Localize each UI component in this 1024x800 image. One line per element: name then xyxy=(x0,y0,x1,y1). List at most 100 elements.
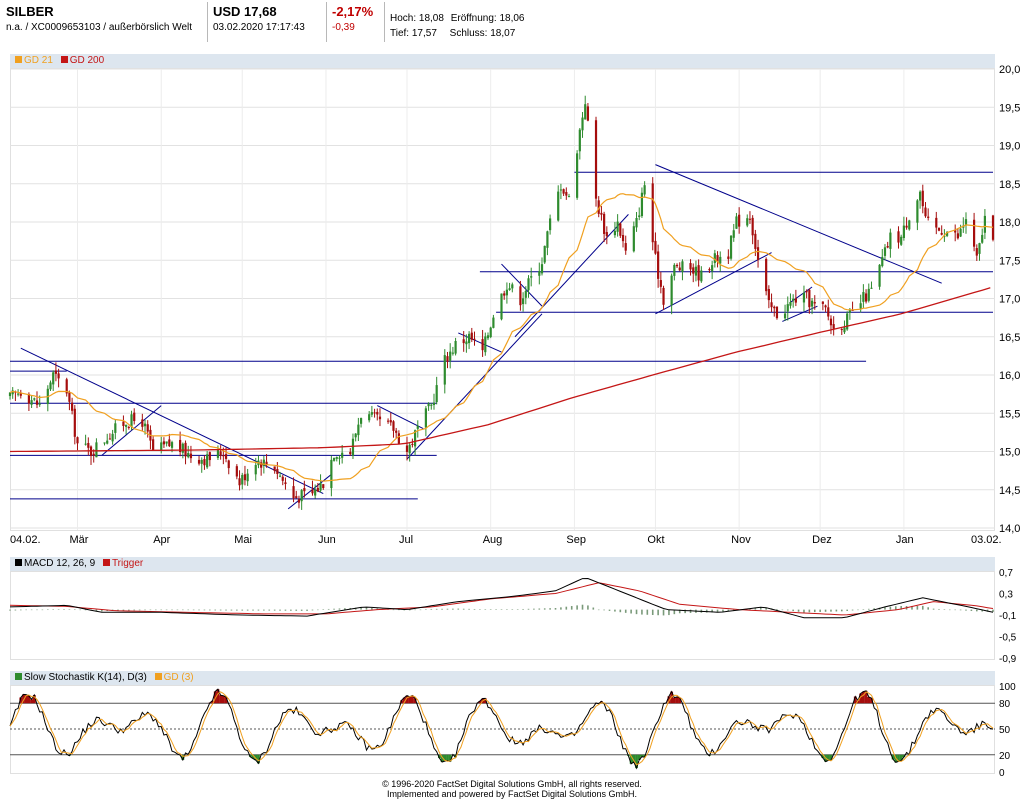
stoch-axis-tick: 50 xyxy=(999,725,1011,736)
candle xyxy=(449,343,452,369)
candle xyxy=(165,441,168,447)
candle xyxy=(808,288,811,314)
candle xyxy=(162,437,166,448)
candle xyxy=(84,434,87,446)
candle xyxy=(300,489,303,510)
candle xyxy=(567,193,571,198)
candle xyxy=(519,280,522,311)
gd200-swatch xyxy=(60,56,68,63)
stoch-axis-tick: 100 xyxy=(999,682,1016,693)
price-axis-tick: 14,0 xyxy=(999,523,1020,535)
candle xyxy=(586,103,590,122)
candle xyxy=(152,435,155,451)
candle xyxy=(227,459,230,475)
header-divider xyxy=(384,2,385,42)
candle xyxy=(254,457,257,481)
candle xyxy=(829,315,833,335)
main-chart-legend: GD 21 GD 200 xyxy=(10,54,995,68)
open-label: Eröffnung: xyxy=(450,13,497,24)
candle xyxy=(473,331,476,346)
candle xyxy=(605,226,608,245)
last-price: USD 17,68 xyxy=(213,4,277,19)
candle xyxy=(49,380,52,392)
candle xyxy=(168,433,171,448)
candle xyxy=(983,209,986,240)
gd3-legend-label: GD (3) xyxy=(163,672,194,683)
candle xyxy=(243,465,247,486)
candle xyxy=(657,244,660,288)
high-label: Hoch: xyxy=(390,13,417,24)
candle xyxy=(52,370,55,391)
macd-axis-tick: -0,9 xyxy=(999,654,1017,665)
candle xyxy=(867,283,870,303)
copyright-line: © 1996-2020 FactSet Digital Solutions Gm… xyxy=(382,779,642,789)
candle xyxy=(462,331,465,352)
candle xyxy=(729,235,733,261)
candle xyxy=(881,249,884,268)
candle xyxy=(775,306,779,320)
candle xyxy=(376,408,379,421)
candle xyxy=(378,408,382,427)
candle xyxy=(200,457,203,473)
macd-legend: MACD 12, 26, 9 Trigger xyxy=(10,557,995,571)
candle xyxy=(297,495,301,509)
candle xyxy=(840,328,843,336)
candle xyxy=(576,150,579,200)
trigger-swatch xyxy=(102,559,110,566)
candle xyxy=(122,415,125,432)
price-axis-tick: 14,5 xyxy=(999,485,1020,497)
candle xyxy=(584,95,587,120)
month-axis-label: Okt xyxy=(647,534,664,546)
candle xyxy=(89,445,93,465)
candle xyxy=(832,316,835,336)
candle xyxy=(673,263,676,281)
candle xyxy=(962,217,965,233)
candle xyxy=(392,420,395,438)
candle xyxy=(689,259,692,276)
candle xyxy=(559,183,563,200)
candle xyxy=(68,390,71,411)
trend-line xyxy=(101,405,162,456)
candle xyxy=(322,484,325,490)
candle xyxy=(846,311,849,331)
candle xyxy=(368,411,371,423)
candle xyxy=(284,477,287,490)
candle xyxy=(303,480,306,498)
candle xyxy=(924,202,927,218)
candle xyxy=(522,292,525,312)
candle xyxy=(292,477,295,503)
candle xyxy=(594,116,598,207)
candle xyxy=(697,259,700,287)
candle xyxy=(565,187,568,200)
trend-line xyxy=(655,164,942,284)
candle xyxy=(813,295,816,310)
month-axis-label: 04.02. xyxy=(10,534,41,546)
copyright-footer: © 1996-2020 FactSet Digital Solutions Gm… xyxy=(0,779,1024,799)
candle xyxy=(619,222,622,239)
candle xyxy=(670,273,673,315)
price-axis-tick: 17,0 xyxy=(999,294,1020,306)
price-axis-tick: 19,0 xyxy=(999,141,1020,153)
candle xyxy=(916,199,919,231)
candle xyxy=(311,480,314,496)
candle xyxy=(208,451,211,467)
stoch-panel xyxy=(10,685,995,774)
candle xyxy=(416,420,419,438)
trend-line xyxy=(20,347,324,495)
candle xyxy=(991,214,995,242)
instrument-name: SILBER xyxy=(6,4,54,19)
candle xyxy=(484,332,487,356)
candle xyxy=(489,326,492,339)
candle xyxy=(783,304,787,321)
candle xyxy=(727,249,730,264)
candle xyxy=(373,408,376,418)
candle xyxy=(187,445,190,459)
macd-axis-tick: 0,3 xyxy=(999,590,1013,601)
month-axis-label: Jun xyxy=(318,534,336,546)
candle xyxy=(735,212,738,229)
candle xyxy=(424,406,427,437)
candle xyxy=(767,285,770,309)
candle xyxy=(765,257,768,296)
candle xyxy=(357,417,360,442)
candle xyxy=(824,304,827,313)
